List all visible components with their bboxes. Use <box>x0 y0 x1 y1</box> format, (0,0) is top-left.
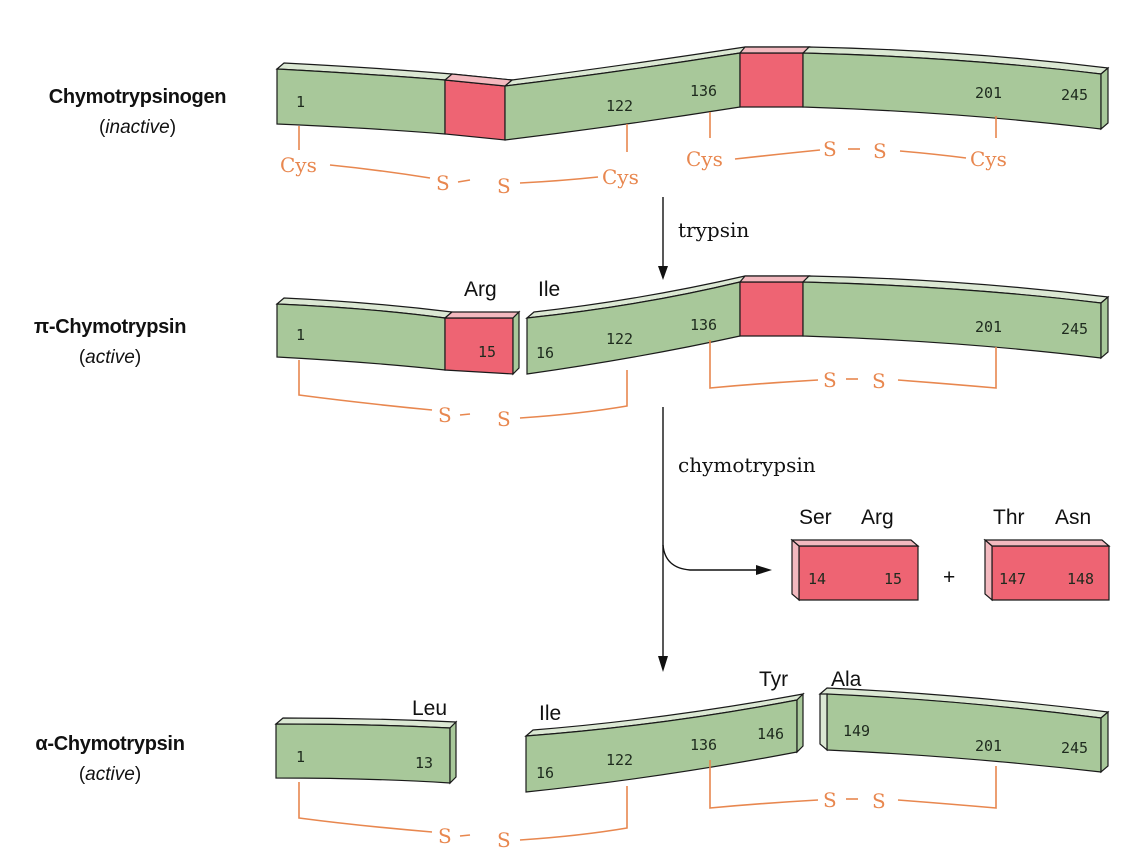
zymogen-s-a: S <box>436 171 450 195</box>
pi-chymotrypsin-chain <box>275 275 1110 376</box>
alpha-leu-label: Leu <box>412 697 447 720</box>
chymotrypsinogen-state: (inactive) <box>98 117 177 138</box>
released-arg-label: Arg <box>861 506 894 529</box>
chymotrypsinogen-chain <box>275 46 1110 141</box>
alpha-residue-149: 149 <box>843 722 870 740</box>
zymogen-residue-1: 1 <box>296 93 305 111</box>
pi-residue-122: 122 <box>606 330 633 348</box>
alpha-residue-122: 122 <box>606 751 633 769</box>
pi-dipeptide-147-148 <box>739 281 804 337</box>
pi-dipeptide-147-148-top <box>738 275 811 283</box>
alpha-residue-146: 146 <box>757 725 784 743</box>
release-arrowhead <box>756 565 772 575</box>
chymotrypsin-arrowhead <box>658 656 668 672</box>
zymogen-residue-136: 136 <box>690 82 717 100</box>
zymogen-s-c: S <box>823 137 837 161</box>
zymogen-dipeptide-147-148-top <box>738 46 811 54</box>
pi-s-c: S <box>823 368 837 392</box>
zymogen-propeptide-14-15 <box>444 79 506 141</box>
alpha-s-d: S <box>872 789 886 813</box>
pi-residue-136: 136 <box>690 316 717 334</box>
pi-residue-201: 201 <box>975 318 1002 336</box>
alpha-chymotrypsin-state: (active) <box>78 764 142 785</box>
alpha-s-b: S <box>497 828 511 852</box>
alpha-ala-label: Ala <box>831 668 862 691</box>
alpha-residue-201: 201 <box>975 737 1002 755</box>
zymogen-cys-1: Cys <box>280 153 317 177</box>
zymogen-s-d: S <box>873 139 887 163</box>
alpha-chain-c <box>818 687 1110 774</box>
alpha-disulfide-bonds <box>298 760 997 841</box>
alpha-ile-label: Ile <box>539 702 561 725</box>
pi-residue-245: 245 <box>1061 320 1088 338</box>
alpha-residue-1: 1 <box>296 748 305 766</box>
pi-residue-1: 1 <box>296 326 305 344</box>
zymogen-propeptide-14-15-top <box>443 73 514 87</box>
alpha-residue-245: 245 <box>1061 739 1088 757</box>
trypsin-label: trypsin <box>678 218 749 242</box>
pi-residues-14-15-side <box>512 310 520 376</box>
alpha-s-c: S <box>823 788 837 812</box>
alpha-residue-16: 16 <box>536 764 554 782</box>
alpha-chain-a <box>274 717 458 785</box>
zymogen-residue-245: 245 <box>1061 86 1088 104</box>
zymogen-disulfide-bonds <box>298 112 997 184</box>
pi-chymotrypsin-state: (active) <box>78 347 142 368</box>
alpha-chain-b <box>524 692 805 793</box>
zymogen-residue-201: 201 <box>975 84 1002 102</box>
pi-residues-14-15-top <box>443 311 521 319</box>
alpha-residue-13: 13 <box>415 754 433 772</box>
chymotrypsinogen-label: Chymotrypsinogen <box>48 86 227 108</box>
pi-chymotrypsin-state-text: active <box>85 347 135 368</box>
alpha-chymotrypsin-label: α-Chymotrypsin <box>35 733 185 755</box>
thr-label: Thr <box>993 506 1025 529</box>
asn-label: Asn <box>1055 506 1091 529</box>
zymogen-cys-201: Cys <box>970 147 1007 171</box>
alpha-residue-136: 136 <box>690 736 717 754</box>
pi-s-d: S <box>872 369 886 393</box>
alpha-s-a: S <box>438 824 452 848</box>
zymogen-end-cap <box>1100 66 1109 131</box>
pi-s-a: S <box>438 403 452 427</box>
pi-s-b: S <box>497 407 511 431</box>
dipeptide-147-148 <box>983 538 1111 602</box>
pi-chymotrypsin-label: π-Chymotrypsin <box>33 316 187 338</box>
zymogen-cys-122: Cys <box>602 165 639 189</box>
zymogen-s-b: S <box>497 174 511 198</box>
release-arrow <box>662 544 760 571</box>
zymogen-dipeptide-147-148 <box>739 52 804 108</box>
released-residue-15: 15 <box>884 570 902 588</box>
ser-label: Ser <box>799 506 832 529</box>
pi-disulfide-bonds <box>298 340 997 419</box>
released-residue-14: 14 <box>808 570 826 588</box>
pi-arg-label: Arg <box>464 278 497 301</box>
released-residue-148: 148 <box>1067 570 1094 588</box>
zymogen-cys-136: Cys <box>686 147 723 171</box>
pi-end-cap <box>1100 295 1109 360</box>
zymogen-residue-122: 122 <box>606 97 633 115</box>
pi-residue-16: 16 <box>536 344 554 362</box>
chymotrypsinogen-state-text: inactive <box>105 117 170 138</box>
alpha-chymotrypsin-state-text: active <box>85 764 135 785</box>
released-residue-147: 147 <box>999 570 1026 588</box>
chymotrypsin-label: chymotrypsin <box>678 453 816 477</box>
plus-sign: + <box>943 566 955 589</box>
trypsin-arrowhead <box>658 266 668 280</box>
dipeptide-14-15 <box>790 538 920 602</box>
alpha-tyr-label: Tyr <box>759 668 788 691</box>
pi-ile-label: Ile <box>538 278 560 301</box>
pi-residue-15: 15 <box>478 343 496 361</box>
